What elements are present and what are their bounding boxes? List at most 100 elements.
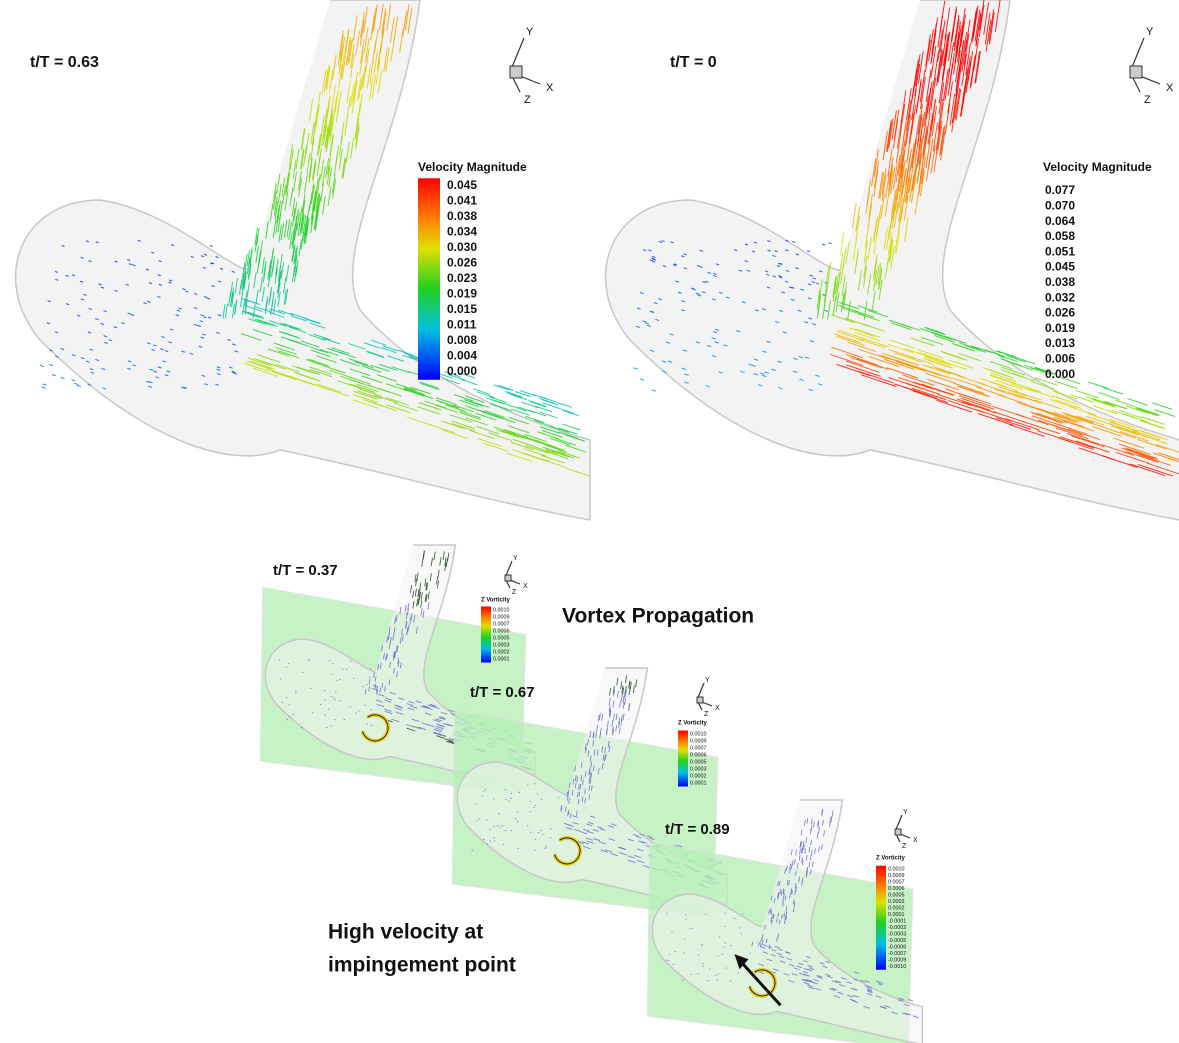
velocity-vector — [904, 176, 910, 203]
velocity-vector — [384, 708, 392, 712]
velocity-vector — [784, 868, 786, 874]
velocity-vector — [845, 360, 880, 373]
velocity-vector — [410, 705, 418, 709]
velocity-vector — [137, 239, 141, 242]
velocity-vector — [217, 314, 222, 317]
velocity-vector — [715, 263, 720, 266]
velocity-vector — [393, 16, 399, 43]
velocity-vector — [611, 726, 614, 734]
velocity-vector — [145, 268, 150, 271]
velocity-vector — [806, 250, 811, 253]
velocity-vector — [231, 370, 236, 373]
velocity-vector — [582, 845, 591, 850]
velocity-vector — [893, 383, 930, 396]
velocity-vector — [317, 148, 322, 169]
velocity-vector — [268, 260, 272, 277]
velocity-vector — [445, 558, 448, 568]
velocity-vector — [984, 12, 991, 45]
velocity-vector — [777, 880, 779, 887]
velocity-vector — [372, 4, 378, 31]
velocity-vector — [897, 999, 904, 1002]
velocity-vector — [770, 953, 776, 957]
velocity-vector — [379, 662, 382, 669]
velocity-vector — [71, 274, 76, 277]
velocity-vector — [346, 37, 351, 62]
velocity-vector — [294, 245, 299, 263]
velocity-vector — [925, 139, 931, 169]
velocity-vector — [624, 675, 627, 684]
legend-value: 0.0010 — [493, 607, 510, 613]
velocity-vector — [896, 163, 902, 191]
velocity-vector — [344, 113, 349, 136]
velocity-vector — [911, 139, 917, 169]
velocity-vector — [914, 63, 921, 97]
velocity-vector — [422, 550, 425, 560]
velocity-vector — [493, 404, 513, 412]
velocity-vector — [506, 452, 533, 462]
velocity-vector — [1118, 443, 1151, 455]
velocity-vector — [288, 222, 292, 240]
velocity-vector — [291, 197, 296, 217]
velocity-vector — [965, 345, 986, 353]
velocity-vector — [914, 53, 921, 87]
velocity-vector — [371, 75, 376, 100]
velocity-vector — [304, 317, 320, 324]
legend-value: 0.026 — [1045, 306, 1075, 320]
velocity-vector — [349, 43, 355, 69]
velocity-vector — [646, 324, 652, 327]
legend-value: -0.0006 — [888, 944, 906, 950]
velocity-vector — [328, 112, 334, 135]
velocity-vector — [825, 265, 830, 287]
velocity-vector — [1102, 387, 1123, 395]
velocity-vector — [149, 368, 154, 371]
velocity-vector — [1092, 405, 1118, 415]
legend-value: -0.0002 — [888, 925, 906, 931]
velocity-vector — [181, 386, 186, 389]
velocity-vector — [624, 698, 627, 706]
velocity-vector — [828, 242, 832, 245]
velocity-vector — [130, 313, 135, 317]
legend-value: 0.0005 — [690, 759, 707, 765]
velocity-vector — [810, 839, 812, 846]
velocity-vector — [925, 112, 931, 143]
velocity-vector — [1146, 462, 1179, 475]
velocity-vector — [459, 411, 482, 421]
velocity-vector — [746, 269, 751, 272]
velocity-vector — [955, 50, 961, 83]
velocity-vector — [774, 250, 778, 253]
velocity-vector — [41, 386, 46, 389]
velocity-vector — [557, 450, 580, 459]
velocity-vector — [863, 1005, 870, 1009]
velocity-vector — [272, 183, 277, 203]
velocity-vector — [257, 251, 262, 268]
velocity-vector — [1055, 399, 1083, 410]
velocity-vector — [795, 849, 797, 856]
legend-value: 0.034 — [447, 225, 477, 239]
velocity-vector — [878, 172, 884, 199]
velocity-vector — [1140, 416, 1165, 425]
velocity-vector — [900, 160, 906, 188]
velocity-vector — [661, 240, 665, 243]
velocity-vector — [241, 278, 245, 295]
velocity-vector — [342, 158, 347, 179]
velocity-vector — [618, 721, 621, 729]
velocity-vector — [407, 7, 413, 34]
velocity-vector — [339, 30, 344, 57]
velocity-vector — [270, 247, 275, 265]
velocity-vector — [840, 262, 845, 285]
velocity-vector — [662, 265, 667, 268]
velocity-vector — [348, 358, 369, 366]
velocity-vector — [442, 551, 445, 560]
velocity-vector — [439, 716, 447, 720]
velocity-vector — [1046, 412, 1077, 423]
velocity-vector — [753, 373, 758, 376]
velocity-vector — [1135, 408, 1159, 417]
velocity-vector — [410, 386, 431, 395]
velocity-vector — [246, 360, 272, 370]
velocity-vector — [799, 848, 801, 855]
velocity-vector — [252, 304, 256, 319]
velocity-vector — [898, 205, 903, 231]
legend-value: 0.0010 — [690, 731, 707, 737]
legend-value: 0.0003 — [493, 642, 510, 648]
velocity-vector — [406, 724, 415, 728]
